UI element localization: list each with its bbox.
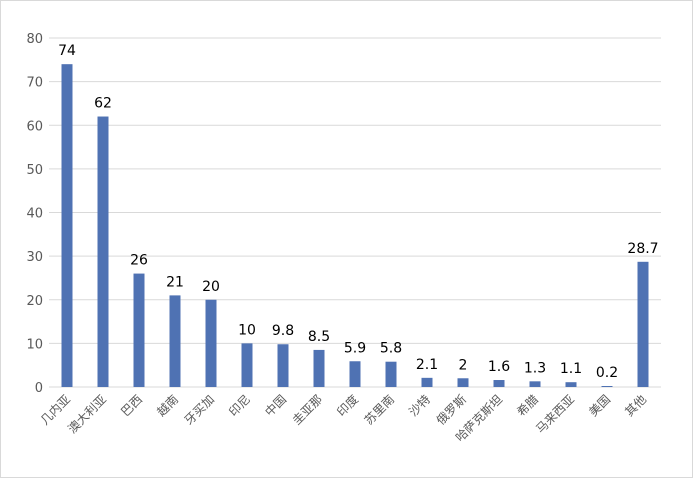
y-tick-label: 30 xyxy=(26,250,43,265)
bar xyxy=(61,64,73,388)
bar xyxy=(457,378,469,387)
category-label: 希腊 xyxy=(514,392,542,420)
bar xyxy=(169,295,181,387)
data-label: 10 xyxy=(238,322,256,338)
category-label: 美国 xyxy=(586,392,613,419)
data-label: 28.7 xyxy=(627,241,658,257)
data-label: 8.5 xyxy=(308,329,330,345)
data-label: 26 xyxy=(130,253,148,269)
y-tick-label: 40 xyxy=(26,207,43,222)
bar xyxy=(277,344,289,387)
bar xyxy=(421,377,433,387)
data-label: 2.1 xyxy=(416,357,438,373)
y-tick-label: 0 xyxy=(35,381,43,396)
y-tick-label: 70 xyxy=(26,76,43,91)
y-tick-label: 20 xyxy=(26,294,43,309)
category-label: 苏里南 xyxy=(361,392,397,428)
y-tick-label: 10 xyxy=(26,337,43,352)
gridlines xyxy=(49,37,661,388)
category-label: 牙买加 xyxy=(182,392,217,427)
category-label: 圭亚那 xyxy=(290,392,325,427)
data-labels: 74 62 26 21 20 10 9.8 8.5 5.9 5.8 2.1 2 1.6 1.3 1.1 0.2… xyxy=(58,43,659,381)
category-label: 马来西亚 xyxy=(533,392,577,436)
category-label: 中国 xyxy=(262,392,290,420)
y-tick-label: 60 xyxy=(26,119,43,134)
category-label: 印度 xyxy=(334,392,362,420)
bars xyxy=(61,64,649,388)
data-label: 20 xyxy=(202,279,220,295)
data-label: 2 xyxy=(459,357,468,373)
category-label: 巴西 xyxy=(118,392,145,419)
y-tick-label: 80 xyxy=(26,32,43,47)
category-label: 澳大利亚 xyxy=(65,392,109,436)
data-label: 62 xyxy=(94,96,112,112)
bar xyxy=(385,361,397,387)
data-label: 9.8 xyxy=(272,323,294,339)
bar xyxy=(637,261,649,387)
bar xyxy=(97,116,109,388)
category-label: 越南 xyxy=(154,392,182,420)
bar xyxy=(493,380,505,387)
bar xyxy=(313,349,325,387)
data-label: 0.2 xyxy=(596,365,618,381)
bar xyxy=(133,273,145,387)
data-label: 21 xyxy=(166,274,184,290)
category-label: 沙特 xyxy=(406,392,434,420)
bar xyxy=(349,361,361,387)
category-label: 印尼 xyxy=(226,392,253,419)
bar xyxy=(601,386,613,387)
bar xyxy=(529,381,541,387)
data-label: 74 xyxy=(58,43,76,59)
data-label: 1.6 xyxy=(488,359,510,375)
bar xyxy=(565,382,577,387)
bar xyxy=(205,299,217,387)
data-label: 5.9 xyxy=(344,340,366,356)
y-axis-tick-labels: 0 10 20 30 40 50 60 70 80 xyxy=(26,32,43,396)
data-label: 1.1 xyxy=(560,361,582,377)
bar xyxy=(241,343,253,387)
y-tick-label: 50 xyxy=(26,163,43,178)
data-label: 5.8 xyxy=(380,341,402,357)
category-label: 其他 xyxy=(622,392,649,419)
data-label: 1.3 xyxy=(524,360,546,376)
